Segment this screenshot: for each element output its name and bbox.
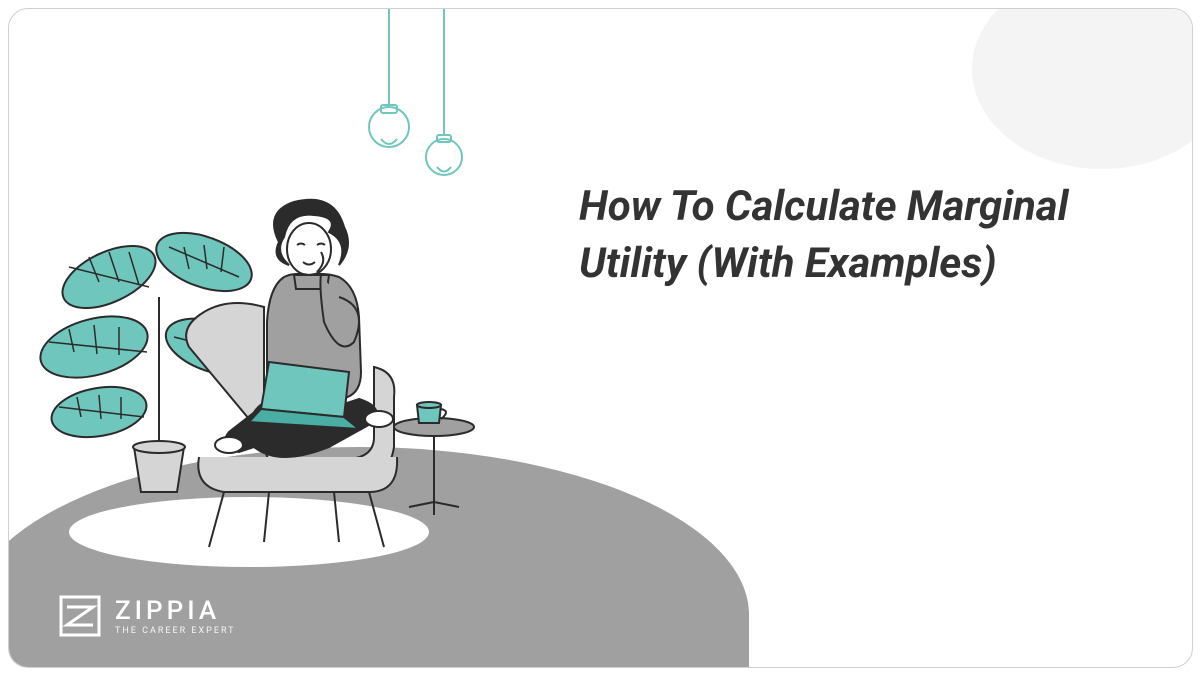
hero-illustration <box>39 147 479 567</box>
corner-cloud-shape <box>972 8 1193 169</box>
brand-logo: ZIPPIA THE CAREER EXPERT <box>59 595 236 637</box>
zippia-logo-icon <box>59 595 101 637</box>
page-title: How To Calculate Marginal Utility (With … <box>579 179 1139 292</box>
card-frame: How To Calculate Marginal Utility (With … <box>8 8 1193 668</box>
logo-name: ZIPPIA <box>115 596 236 626</box>
logo-tagline: THE CAREER EXPERT <box>115 626 236 636</box>
